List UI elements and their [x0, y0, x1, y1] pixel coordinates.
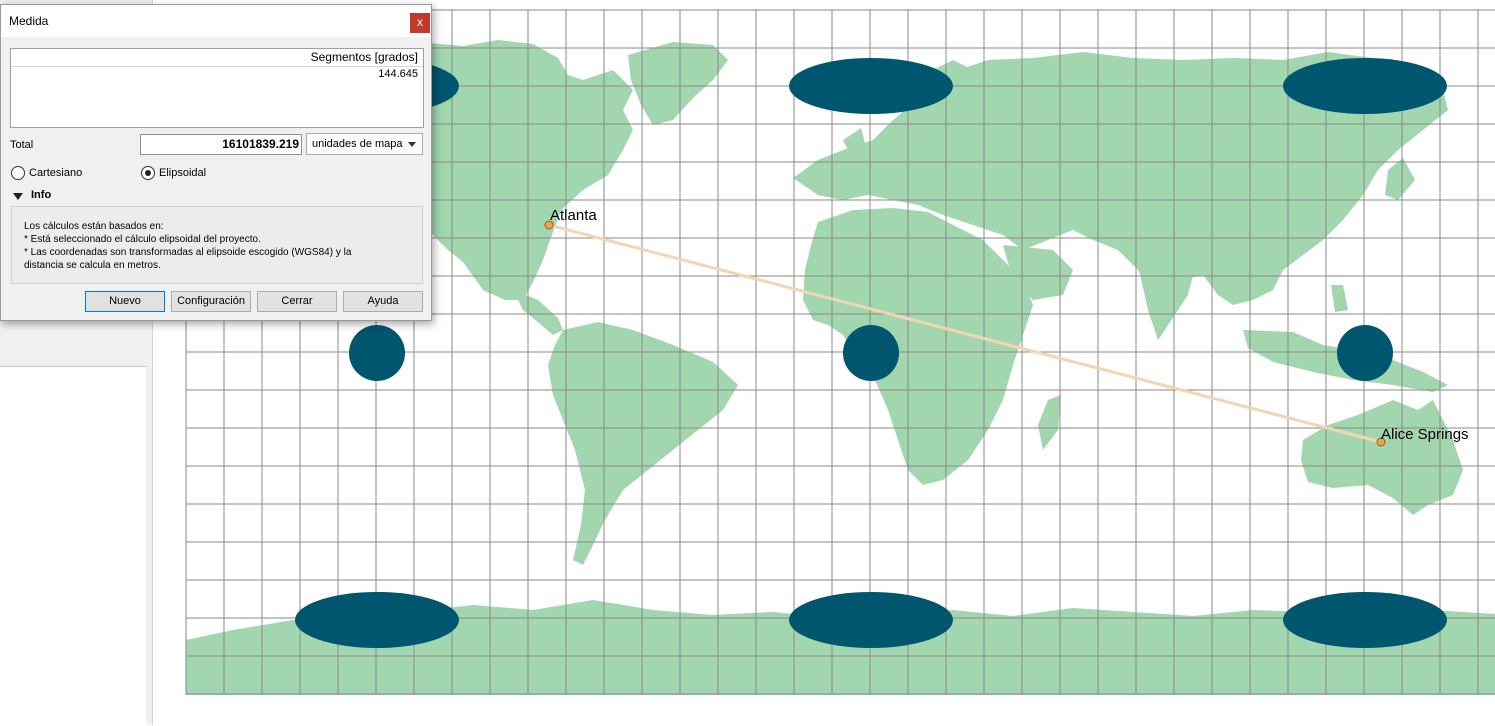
- units-dropdown-value: unidades de mapa: [312, 138, 403, 150]
- ellipse-feature: [349, 325, 405, 381]
- total-label: Total: [10, 139, 34, 151]
- close-button[interactable]: Cerrar: [257, 291, 337, 312]
- eurasia-shape: [793, 52, 1448, 305]
- close-icon[interactable]: x: [410, 13, 430, 33]
- measure-dialog: Medida x Segmentos [grados] 144.645 Tota…: [0, 4, 432, 321]
- configuration-button[interactable]: Configuración: [171, 291, 251, 312]
- point-marker-atlanta: [544, 220, 554, 230]
- collapse-triangle-icon[interactable]: [13, 193, 23, 200]
- segments-table[interactable]: Segmentos [grados] 144.645: [10, 48, 424, 128]
- ellipse-feature: [295, 592, 459, 648]
- info-section-title[interactable]: Info: [31, 189, 52, 201]
- label-atlanta: Atlanta: [550, 207, 597, 224]
- segments-header[interactable]: Segmentos [grados]: [11, 49, 423, 67]
- units-dropdown[interactable]: unidades de mapa: [306, 133, 423, 155]
- dialog-titlebar[interactable]: Medida x: [1, 5, 431, 37]
- label-alice-springs: Alice Springs: [1381, 426, 1469, 443]
- ellipse-feature: [789, 58, 953, 114]
- cartesian-radio-label[interactable]: Cartesiano: [29, 167, 83, 179]
- map-svg: [183, 9, 1495, 695]
- antarctica-shape: [186, 600, 1495, 695]
- ellipse-feature: [1283, 58, 1447, 114]
- ellipsoidal-radio[interactable]: [141, 166, 155, 180]
- british-isles-shape: [843, 128, 867, 160]
- arabia-shape: [1003, 245, 1073, 300]
- info-text: Los cálculos están basados en: * Está se…: [24, 220, 351, 272]
- info-line: distancia se calcula en metros.: [24, 260, 161, 271]
- info-line: Los cálculos están basados en:: [24, 221, 164, 232]
- japan-shape: [1385, 158, 1415, 200]
- radio-selected-dot: [145, 170, 151, 176]
- philippines-shape: [1331, 285, 1348, 312]
- info-box: Los cálculos están basados en: * Está se…: [11, 206, 423, 284]
- greenland-shape: [628, 42, 728, 125]
- chevron-down-icon: [408, 142, 416, 147]
- layers-panel[interactable]: [0, 366, 146, 726]
- africa-shape: [803, 208, 1033, 485]
- total-value-field[interactable]: 16101839.219: [140, 134, 302, 155]
- south-america-shape: [548, 322, 738, 565]
- australia-shape: [1301, 400, 1463, 515]
- ellipsoidal-radio-label[interactable]: Elipsoidal: [159, 167, 207, 179]
- dialog-title: Medida: [9, 14, 49, 28]
- point-marker-alice-springs: [1376, 437, 1386, 447]
- central-america-shape: [513, 290, 563, 335]
- ellipse-feature: [1283, 592, 1447, 648]
- cartesian-radio[interactable]: [11, 166, 25, 180]
- madagascar-shape: [1038, 395, 1061, 450]
- segment-row[interactable]: 144.645: [378, 68, 418, 80]
- info-line: * Está seleccionado el cálculo elipsoida…: [24, 234, 261, 245]
- info-line: * Las coordenadas son transformadas al e…: [24, 247, 352, 258]
- map-canvas[interactable]: Atlanta Alice Springs: [153, 0, 1495, 725]
- ellipse-feature: [843, 325, 899, 381]
- india-shape: [1138, 262, 1193, 340]
- help-button[interactable]: Ayuda: [343, 291, 423, 312]
- measure-line: [548, 223, 1382, 444]
- land-layer: [183, 38, 1495, 695]
- new-button[interactable]: Nuevo: [85, 291, 165, 312]
- ellipse-feature: [1337, 325, 1393, 381]
- dock-splitter[interactable]: [146, 0, 153, 725]
- ellipse-feature: [789, 592, 953, 648]
